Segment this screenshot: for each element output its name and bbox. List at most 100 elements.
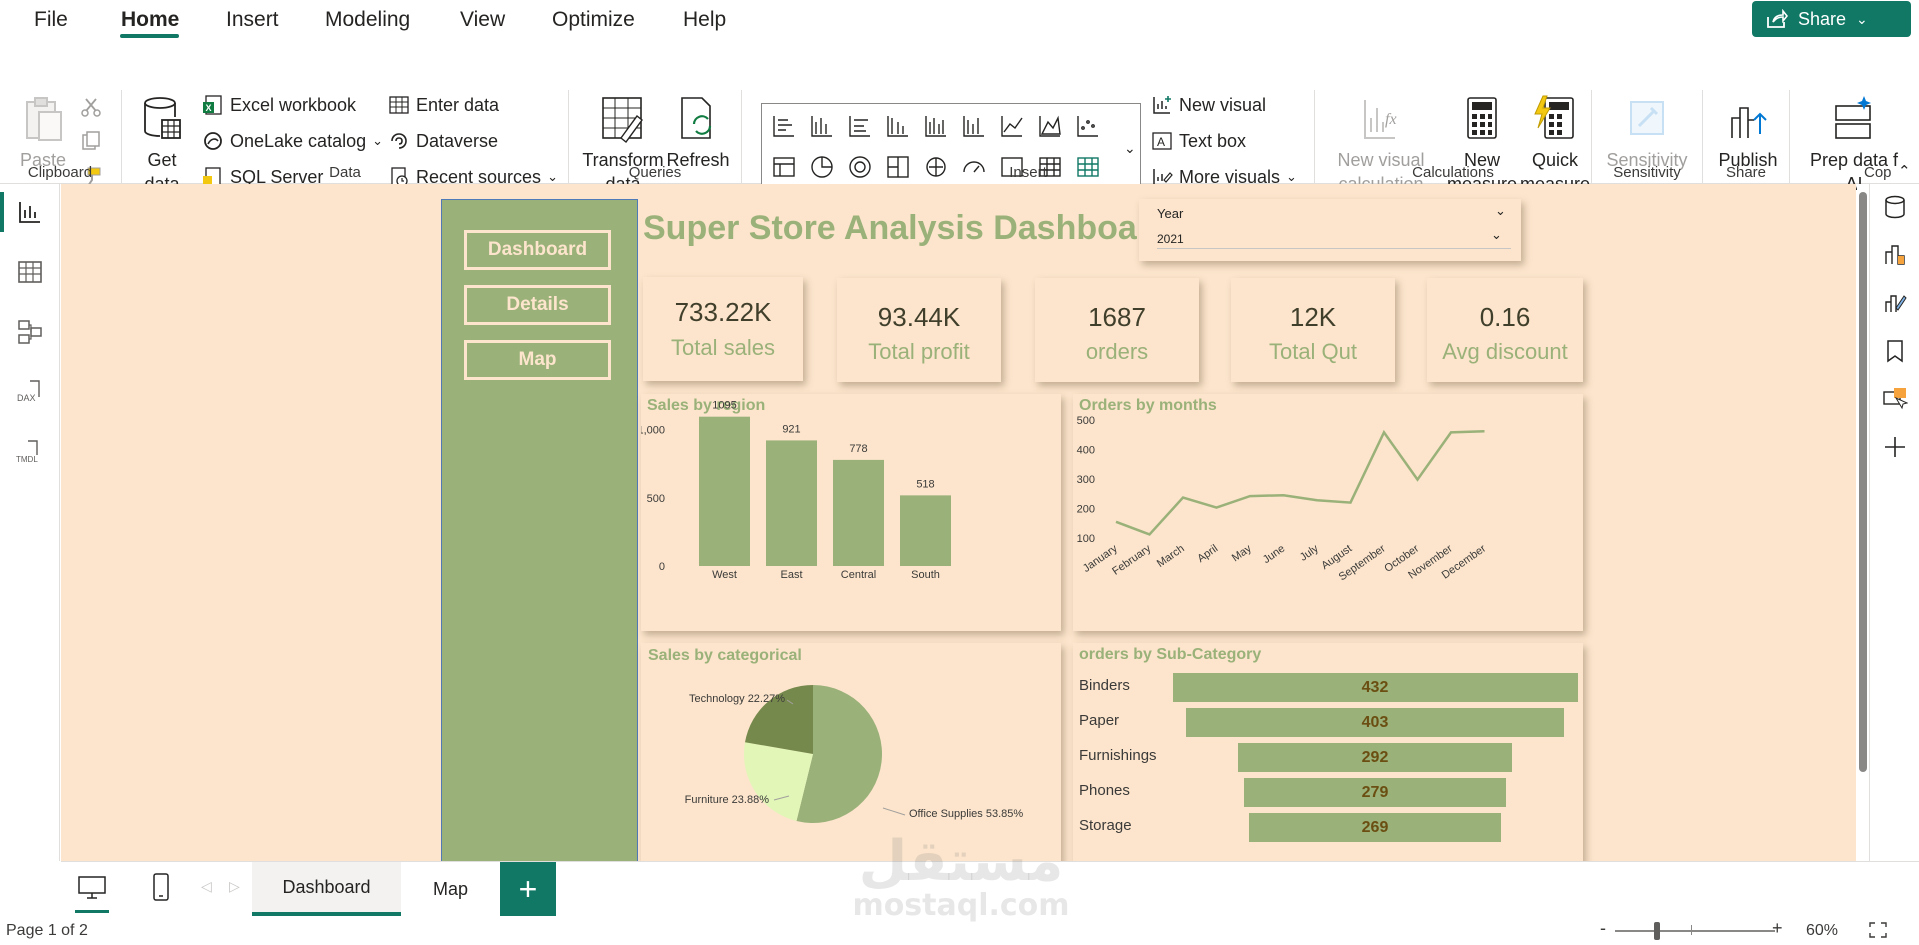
zoom-out-icon[interactable]: - bbox=[1600, 918, 1606, 938]
x-tick-label: July bbox=[1298, 542, 1321, 563]
menu-file[interactable]: File bbox=[34, 8, 68, 31]
share-icon bbox=[1767, 9, 1788, 28]
recent-sources-button[interactable]: Recent sources ⌄ bbox=[388, 166, 558, 188]
bar-binders[interactable]: 432 bbox=[1172, 673, 1578, 702]
visual-type-icons[interactable] bbox=[770, 112, 1130, 188]
orders-by-subcategory-visual[interactable]: orders by Sub-Category Binders 432 Paper 40… bbox=[1073, 643, 1583, 861]
orders-by-months-visual[interactable]: Orders by months 100 200 300 400 500 January F… bbox=[1073, 394, 1583, 631]
gallery-expand-icon[interactable]: ⌄ bbox=[1124, 140, 1136, 156]
transform-data-button[interactable]: Transform data bbox=[580, 94, 666, 196]
report-canvas[interactable]: Dashboard Details Map Super Store Analys… bbox=[61, 184, 1856, 861]
nav-button-details[interactable]: Details bbox=[464, 285, 611, 325]
quick-measure-icon bbox=[1533, 94, 1577, 144]
year-slicer[interactable]: Year ⌄ 2021 ⌄ bbox=[1139, 199, 1521, 261]
mobile-layout-icon[interactable] bbox=[151, 872, 171, 902]
format-visual-icon[interactable] bbox=[1882, 290, 1908, 316]
sales-by-region-visual[interactable]: Sales by region 0 500 1,000 1095 West 921 East… bbox=[641, 394, 1061, 631]
prep-data-icon bbox=[1832, 94, 1876, 144]
prev-page-arrow-icon[interactable]: ◁ bbox=[201, 878, 212, 894]
scroll-thumb[interactable] bbox=[1859, 192, 1867, 772]
active-layout-indicator bbox=[75, 910, 109, 913]
menu-optimize[interactable]: Optimize bbox=[552, 8, 635, 31]
copy-icon[interactable] bbox=[80, 130, 102, 152]
tmdl-view-icon[interactable]: TMDL bbox=[16, 438, 44, 466]
pie-slice bbox=[796, 685, 882, 823]
tab-map[interactable]: Map bbox=[432, 879, 468, 899]
share-button[interactable]: Share ⌄ bbox=[1752, 1, 1911, 37]
text-box-button[interactable]: A Text box bbox=[1151, 130, 1246, 152]
zoom-level: 60% bbox=[1806, 922, 1839, 939]
menu-home[interactable]: Home bbox=[121, 8, 180, 31]
zoom-in-icon[interactable]: + bbox=[1772, 918, 1783, 938]
enter-data-button[interactable]: Enter data bbox=[388, 94, 499, 116]
bar-storage[interactable]: 269 bbox=[1248, 813, 1502, 842]
x-tick-label: April bbox=[1195, 543, 1220, 565]
report-view-icon[interactable] bbox=[16, 198, 44, 226]
queries-group-label: Queries bbox=[628, 164, 682, 181]
data-label: 1095 bbox=[712, 400, 736, 412]
add-page-button[interactable]: + bbox=[500, 862, 556, 916]
bar-phones[interactable]: 279 bbox=[1244, 778, 1506, 807]
dax-query-view-icon[interactable]: DAX bbox=[16, 378, 44, 406]
slice-label: Office Supplies 53.85% bbox=[909, 808, 1023, 820]
desktop-layout-icon[interactable] bbox=[77, 874, 107, 902]
collapse-ribbon-icon[interactable]: ⌃ bbox=[1898, 163, 1911, 180]
zoom-slider-thumb[interactable] bbox=[1654, 922, 1660, 940]
plus-icon: + bbox=[518, 870, 538, 907]
build-visual-icon[interactable] bbox=[1882, 242, 1908, 268]
category-label: Phones bbox=[1079, 782, 1130, 799]
chevron-down-icon: ⌄ bbox=[547, 169, 558, 184]
selection-pane-icon[interactable] bbox=[1882, 386, 1908, 412]
prep-data-ai-button[interactable]: Prep data f AI bbox=[1800, 94, 1908, 196]
more-visuals-button[interactable]: More visuals ⌄ bbox=[1151, 166, 1297, 188]
visuals-gallery[interactable]: ⌄ bbox=[761, 103, 1141, 195]
kpi-card-orders[interactable]: 1687 orders bbox=[1035, 278, 1199, 382]
onelake-catalog-button[interactable]: OneLake catalog ⌄ bbox=[202, 130, 383, 152]
canvas-scrollbar[interactable] bbox=[1857, 184, 1869, 861]
excel-workbook-button[interactable]: X Excel workbook bbox=[202, 94, 356, 116]
kpi-card-total-profit[interactable]: 93.44K Total profit bbox=[837, 278, 1001, 382]
svg-text:fx: fx bbox=[1385, 111, 1397, 128]
bar-central bbox=[833, 459, 884, 566]
y-tick-label: 500 bbox=[647, 493, 665, 505]
sql-server-button[interactable]: SQL Server bbox=[202, 166, 323, 188]
kpi-label: orders bbox=[1085, 339, 1149, 364]
data-pane-icon[interactable] bbox=[1882, 194, 1908, 220]
add-pane-icon[interactable] bbox=[1882, 434, 1908, 460]
cut-icon[interactable] bbox=[80, 95, 102, 117]
sales-by-categorical-visual[interactable]: Sales by categorical Office Supplies 53.… bbox=[641, 643, 1061, 861]
refresh-button[interactable]: Refresh bbox=[666, 94, 730, 172]
nav-button-map[interactable]: Map bbox=[464, 340, 611, 380]
new-visual-button[interactable]: New visual bbox=[1151, 94, 1266, 116]
menu-modeling[interactable]: Modeling bbox=[325, 8, 411, 31]
chevron-down-icon: ⌄ bbox=[1286, 169, 1297, 184]
kpi-card-avg-discount[interactable]: 0.16 Avg discount bbox=[1427, 278, 1583, 382]
dataverse-button[interactable]: Dataverse bbox=[388, 130, 498, 152]
chevron-down-icon[interactable]: ⌄ bbox=[1491, 227, 1502, 242]
bookmark-icon[interactable] bbox=[1882, 338, 1908, 364]
menu-insert[interactable]: Insert bbox=[226, 8, 279, 31]
nav-button-dashboard[interactable]: Dashboard bbox=[464, 230, 611, 270]
zoom-slider-track[interactable] bbox=[1615, 930, 1775, 932]
publish-button[interactable]: Publish bbox=[1712, 94, 1784, 172]
tab-dashboard[interactable]: Dashboard bbox=[252, 862, 401, 917]
chevron-down-icon[interactable]: ⌄ bbox=[1495, 203, 1506, 218]
paste-button[interactable]: Paste bbox=[18, 94, 68, 172]
table-view-icon[interactable] bbox=[16, 258, 44, 286]
watermark-logo: مستقل mostaql.com bbox=[852, 829, 1070, 923]
bar-paper[interactable]: 403 bbox=[1186, 708, 1564, 737]
x-tick-label: February bbox=[1110, 542, 1153, 577]
menu-view[interactable]: View bbox=[460, 8, 506, 31]
data-label: 921 bbox=[782, 423, 800, 435]
fit-to-page-icon[interactable] bbox=[1868, 921, 1888, 939]
model-view-icon[interactable] bbox=[16, 318, 44, 346]
sensitivity-button[interactable]: Sensitivity bbox=[1600, 94, 1694, 172]
slicer-value[interactable]: 2021 bbox=[1157, 232, 1184, 246]
kpi-card-total-qut[interactable]: 12K Total Qut bbox=[1231, 278, 1395, 382]
menu-help[interactable]: Help bbox=[683, 8, 727, 31]
next-page-arrow-icon[interactable]: ▷ bbox=[229, 878, 240, 894]
kpi-card-total-sales[interactable]: 733.22K Total sales bbox=[643, 277, 803, 381]
ribbon: Paste Clipboard Get data X Excel workboo… bbox=[0, 40, 1919, 218]
bar-furnishings[interactable]: 292 bbox=[1238, 743, 1512, 772]
category-label: Furnishings bbox=[1079, 747, 1157, 764]
